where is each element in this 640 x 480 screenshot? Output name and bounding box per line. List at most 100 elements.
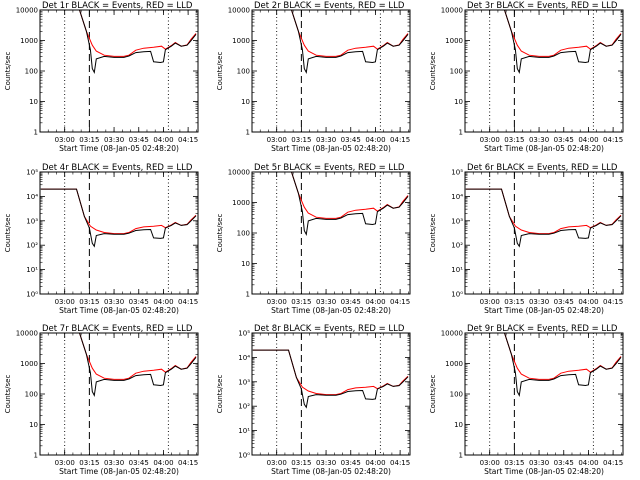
y-tick-label: 10⁴	[238, 354, 250, 362]
y-axis-label: Counts/sec	[216, 52, 224, 91]
x-tick-label: 04:00	[578, 459, 598, 467]
plot-frame	[464, 9, 624, 133]
plot-frame	[464, 171, 624, 295]
y-tick-label: 1	[246, 129, 250, 137]
y-tick-label: 1000	[232, 199, 250, 207]
x-tick-label: 03:30	[529, 136, 549, 144]
panel-title: Det 7r BLACK = Events, RED = LLD	[42, 324, 193, 334]
y-tick-label: 100	[450, 68, 463, 76]
plot-area	[253, 349, 409, 409]
y-tick-label: 1	[34, 452, 38, 460]
x-tick-label: 04:00	[365, 459, 385, 467]
x-tick-label: 04:15	[178, 136, 198, 144]
x-tick-label: 04:15	[603, 459, 623, 467]
x-axis-label: Start Time (08-Jan-05 02:48:20)	[59, 306, 179, 315]
x-tick-label: 04:15	[603, 136, 623, 144]
x-tick-label: 04:00	[153, 459, 173, 467]
y-tick-label: 10000	[441, 330, 463, 338]
x-tick-label: 03:30	[104, 298, 124, 306]
x-tick-label: 04:15	[178, 459, 198, 467]
y-tick-label: 1000	[445, 37, 463, 45]
x-tick-label: 03:00	[480, 459, 500, 467]
panel-title: Det 3r BLACK = Events, RED = LLD	[467, 1, 618, 11]
y-axis-label: Counts/sec	[4, 52, 12, 91]
y-tick-label: 10²	[238, 403, 250, 411]
x-tick-label: 03:00	[267, 298, 287, 306]
x-axis-label: Start Time (08-Jan-05 02:48:20)	[271, 467, 391, 476]
x-axis-label: Start Time (08-Jan-05 02:48:20)	[484, 144, 604, 153]
x-tick-label: 04:15	[603, 298, 623, 306]
plot-area	[503, 333, 622, 397]
panel-6: Det 6r BLACK = Events, RED = LLD Counts/s…	[429, 163, 624, 315]
x-tick-label: 03:45	[554, 298, 574, 306]
x-tick-label: 03:45	[341, 298, 361, 306]
x-tick-label: 03:30	[316, 459, 336, 467]
y-tick-label: 100	[25, 68, 38, 76]
panel-4: Det 4r BLACK = Events, RED = LLD Counts/s…	[4, 163, 199, 315]
y-tick-label: 1	[246, 291, 250, 299]
y-tick-label: 10	[29, 421, 38, 429]
plot-area	[503, 10, 622, 74]
x-tick-label: 03:15	[79, 136, 99, 144]
y-tick-label: 10⁰	[26, 291, 38, 299]
x-tick-label: 03:45	[129, 136, 149, 144]
y-axis-label: Counts/sec	[4, 375, 12, 414]
x-tick-label: 03:30	[104, 136, 124, 144]
y-tick-label: 10³	[238, 378, 250, 386]
panel-title: Det 8r BLACK = Events, RED = LLD	[254, 324, 405, 334]
y-tick-label: 1000	[20, 37, 38, 45]
plot-frame	[39, 9, 199, 133]
y-tick-label: 10⁴	[451, 193, 463, 201]
plot-area	[290, 10, 409, 74]
x-tick-label: 03:30	[104, 459, 124, 467]
y-tick-label: 10⁵	[451, 169, 463, 177]
y-tick-label: 100	[25, 391, 38, 399]
y-axis-label: Counts/sec	[429, 214, 437, 253]
x-tick-label: 03:45	[554, 136, 574, 144]
panel-title: Det 1r BLACK = Events, RED = LLD	[42, 1, 193, 11]
x-tick-label: 03:15	[291, 136, 311, 144]
x-tick-label: 04:15	[390, 136, 410, 144]
x-tick-label: 03:00	[55, 136, 75, 144]
panel-title: Det 6r BLACK = Events, RED = LLD	[467, 163, 618, 173]
x-axis-label: Start Time (08-Jan-05 02:48:20)	[59, 144, 179, 153]
plot-area	[78, 333, 197, 397]
x-tick-label: 03:00	[480, 298, 500, 306]
plot-area	[78, 10, 197, 74]
x-tick-label: 03:15	[79, 298, 99, 306]
x-tick-label: 03:15	[79, 459, 99, 467]
panel-8: Det 8r BLACK = Events, RED = LLD Counts/s…	[216, 324, 411, 476]
x-tick-label: 03:00	[55, 298, 75, 306]
y-axis-label: Counts/sec	[429, 375, 437, 414]
y-tick-label: 100	[450, 391, 463, 399]
plot-frame	[464, 332, 624, 456]
y-tick-label: 1	[459, 452, 463, 460]
x-tick-label: 03:45	[554, 459, 574, 467]
y-tick-label: 10⁵	[26, 169, 38, 177]
plot-area	[466, 188, 622, 248]
x-tick-label: 04:00	[153, 136, 173, 144]
panel-title: Det 4r BLACK = Events, RED = LLD	[42, 163, 193, 173]
x-axis-label: Start Time (08-Jan-05 02:48:20)	[59, 467, 179, 476]
series-line-events	[503, 10, 622, 74]
x-tick-label: 03:45	[341, 136, 361, 144]
series-line-events	[290, 10, 409, 74]
x-axis-label: Start Time (08-Jan-05 02:48:20)	[271, 144, 391, 153]
series-line-events	[78, 333, 197, 397]
x-tick-label: 03:00	[480, 136, 500, 144]
y-tick-label: 10⁵	[238, 330, 250, 338]
x-tick-label: 03:45	[129, 298, 149, 306]
x-tick-label: 04:00	[365, 136, 385, 144]
x-tick-label: 04:15	[178, 298, 198, 306]
panel-5: Det 5r BLACK = Events, RED = LLD Counts/s…	[216, 163, 411, 315]
plot-frame	[251, 9, 411, 133]
x-tick-label: 03:15	[504, 298, 524, 306]
y-axis-label: Counts/sec	[216, 214, 224, 253]
x-tick-label: 03:15	[291, 459, 311, 467]
x-tick-label: 03:30	[529, 298, 549, 306]
y-tick-label: 100	[237, 68, 250, 76]
panel-1: Det 1r BLACK = Events, RED = LLD Counts/s…	[4, 1, 199, 153]
y-tick-label: 10⁰	[451, 291, 463, 299]
y-tick-label: 10⁰	[238, 452, 250, 460]
x-tick-label: 03:45	[341, 459, 361, 467]
